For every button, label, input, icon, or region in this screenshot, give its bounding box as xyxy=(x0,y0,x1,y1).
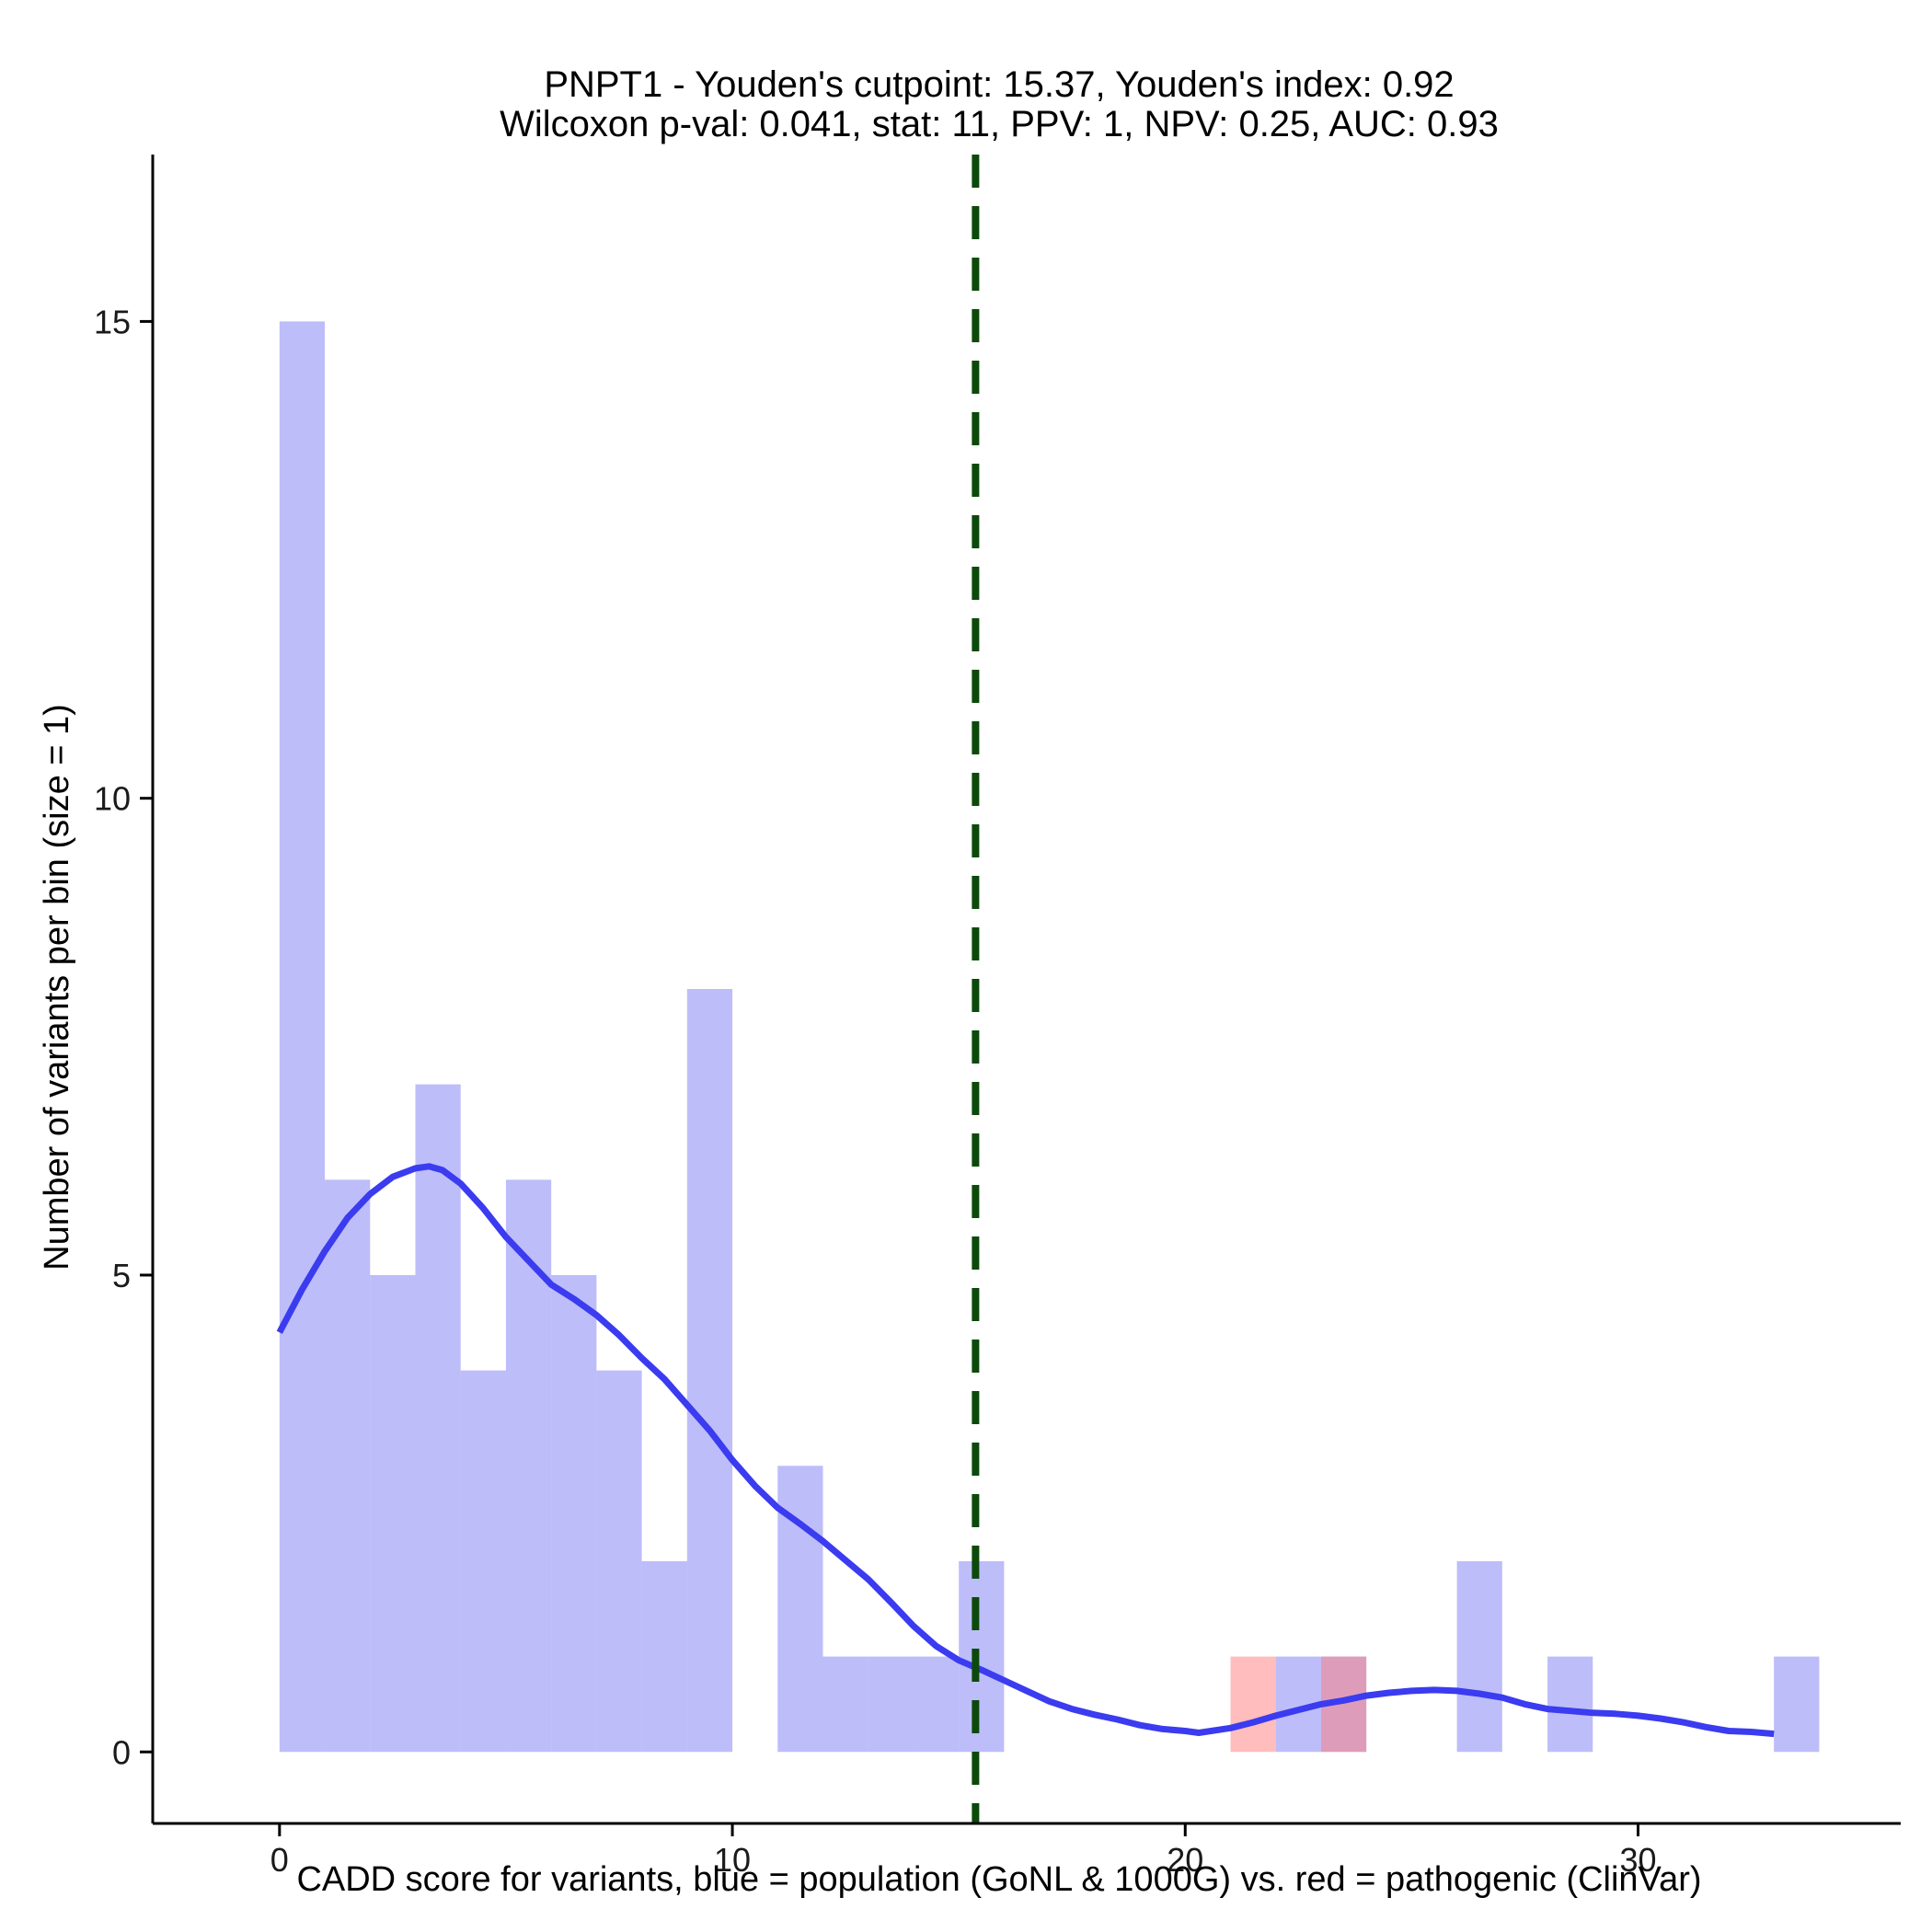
y-tick-label-2: 10 xyxy=(94,780,131,818)
y-axis-title: Number of variants per bin (size = 1) xyxy=(38,704,76,1271)
population-bar-0 xyxy=(279,321,326,1753)
x-tick-label-3: 30 xyxy=(1619,1841,1656,1879)
y-tick-label-0: 0 xyxy=(112,1733,131,1771)
population-bar-18 xyxy=(1547,1656,1593,1753)
pathogenic-bar-0 xyxy=(1230,1656,1276,1753)
y-axis-ticks: 0 5 10 15 xyxy=(94,303,153,1771)
population-bar-13 xyxy=(913,1656,960,1753)
population-bar-11 xyxy=(822,1656,868,1753)
population-density-line xyxy=(276,1163,1775,1738)
x-tick-label-0: 0 xyxy=(270,1841,289,1879)
chart-title-line-2: Wilcoxon p-val: 0.041, stat: 11, PPV: 1,… xyxy=(500,104,1499,144)
population-bar-9 xyxy=(686,989,733,1753)
chart-title-line-1: PNPT1 - Youden's cutpoint: 15.37, Youden… xyxy=(544,64,1454,105)
y-tick-label-3: 15 xyxy=(94,303,131,340)
population-bars xyxy=(279,321,1820,1753)
x-tick-label-1: 10 xyxy=(714,1841,751,1879)
population-bar-4 xyxy=(460,1370,506,1753)
population-bar-19 xyxy=(1774,1656,1820,1753)
population-bar-14 xyxy=(959,1560,1005,1753)
population-bar-3 xyxy=(415,1084,461,1753)
y-tick-label-1: 5 xyxy=(112,1257,131,1294)
population-bar-2 xyxy=(370,1274,416,1753)
x-tick-label-2: 20 xyxy=(1167,1841,1203,1879)
x-axis-ticks: 0 10 20 30 xyxy=(270,1823,1657,1879)
x-axis-title: CADD score for variants, blue = populati… xyxy=(296,1860,1701,1899)
population-bar-5 xyxy=(505,1179,552,1753)
population-bar-17 xyxy=(1456,1560,1502,1753)
population-bar-7 xyxy=(596,1370,642,1753)
population-bar-8 xyxy=(641,1560,687,1753)
population-bar-1 xyxy=(325,1179,371,1753)
population-bar-6 xyxy=(551,1274,597,1753)
population-bar-12 xyxy=(868,1656,914,1753)
